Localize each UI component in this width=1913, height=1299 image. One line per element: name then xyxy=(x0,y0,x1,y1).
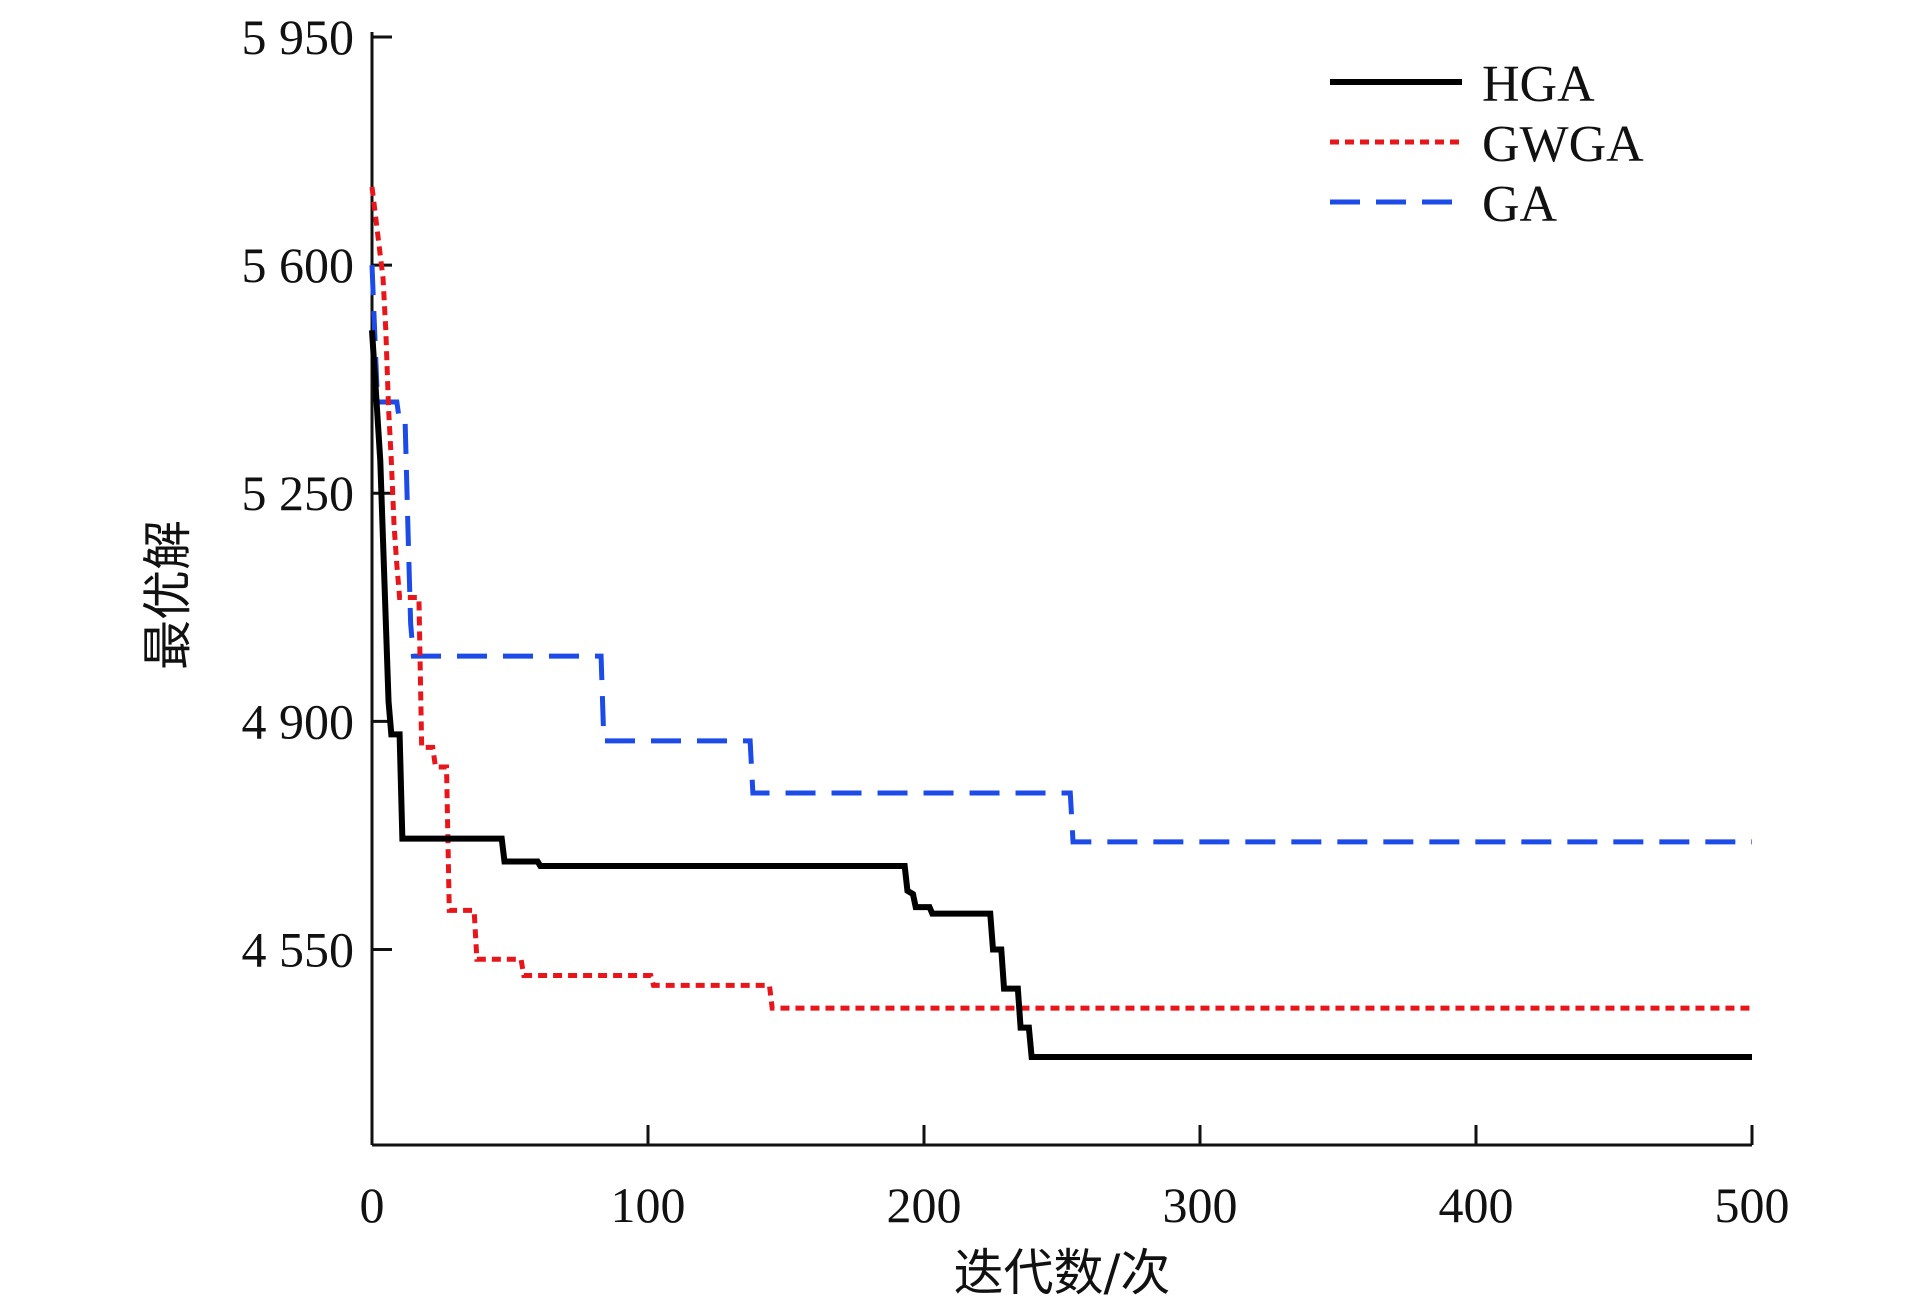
y-tick-label: 5 600 xyxy=(242,237,355,293)
series-line-gwga xyxy=(369,186,1752,1011)
x-tick-label: 300 xyxy=(1163,1177,1238,1233)
x-tick-label: 100 xyxy=(611,1177,686,1233)
x-tick-label: 400 xyxy=(1439,1177,1514,1233)
x-tick-label: 0 xyxy=(360,1177,385,1233)
y-tick-label: 5 950 xyxy=(242,9,355,65)
x-axis-title: 迭代数/次 xyxy=(954,1244,1171,1299)
series-line-ga xyxy=(369,265,1752,845)
series-layer xyxy=(369,186,1752,1061)
series-line-hga xyxy=(369,330,1752,1061)
x-tick-label: 200 xyxy=(887,1177,962,1233)
x-tick-label: 500 xyxy=(1715,1177,1790,1233)
y-tick-label: 5 250 xyxy=(242,465,355,521)
y-tick-label: 4 550 xyxy=(242,921,355,977)
y-axis-title: 最优解 xyxy=(139,520,197,670)
x-ticks: 0 100 200 300 400 500 xyxy=(360,1125,1790,1233)
legend-label-gwga: GWGA xyxy=(1482,116,1644,173)
axes xyxy=(370,32,1752,1147)
y-ticks: 4 550 4 900 5 250 5 600 5 950 xyxy=(242,9,392,977)
y-tick-label: 4 900 xyxy=(242,693,355,749)
legend-label-hga: HGA xyxy=(1482,56,1595,113)
legend-label-ga: GA xyxy=(1482,176,1558,233)
